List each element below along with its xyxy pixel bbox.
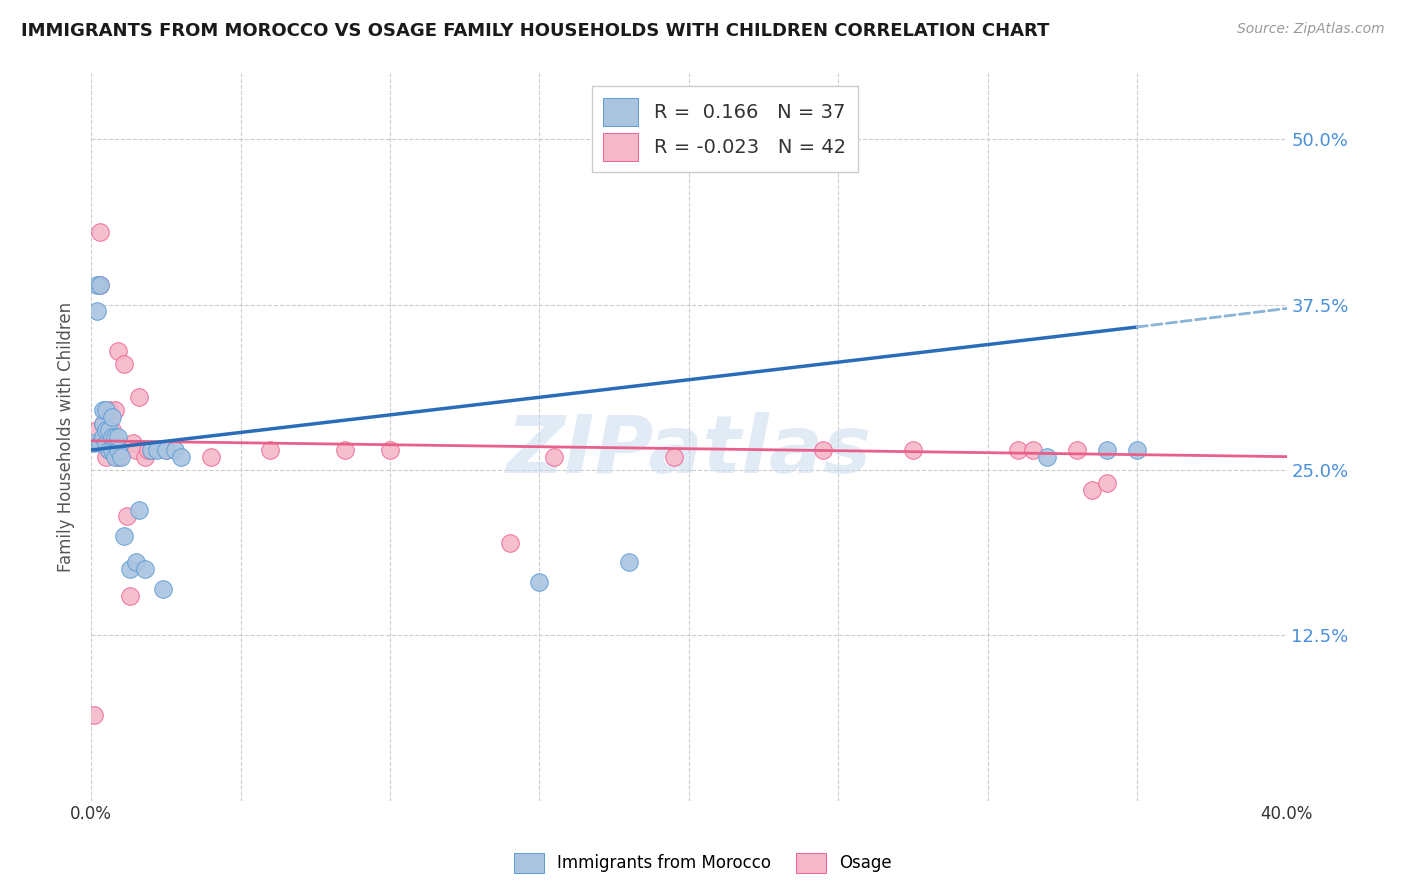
Point	[128, 502, 150, 516]
Point	[91, 403, 114, 417]
Text: Source: ZipAtlas.com: Source: ZipAtlas.com	[1237, 22, 1385, 37]
Point	[91, 436, 114, 450]
Legend: R =  0.166   N = 37, R = -0.023   N = 42: R = 0.166 N = 37, R = -0.023 N = 42	[592, 87, 858, 172]
Point	[134, 450, 156, 464]
Point	[200, 450, 222, 464]
Point	[155, 443, 177, 458]
Point	[112, 357, 135, 371]
Point	[498, 535, 520, 549]
Point	[118, 562, 141, 576]
Point	[128, 390, 150, 404]
Point	[91, 430, 114, 444]
Point	[170, 450, 193, 464]
Point	[83, 707, 105, 722]
Point	[104, 430, 127, 444]
Point	[1007, 443, 1029, 458]
Point	[98, 443, 121, 458]
Point	[813, 443, 835, 458]
Text: IMMIGRANTS FROM MOROCCO VS OSAGE FAMILY HOUSEHOLDS WITH CHILDREN CORRELATION CHA: IMMIGRANTS FROM MOROCCO VS OSAGE FAMILY …	[21, 22, 1049, 40]
Point	[529, 575, 551, 590]
Point	[98, 443, 121, 458]
Point	[1036, 450, 1059, 464]
Point	[1066, 443, 1088, 458]
Point	[662, 450, 685, 464]
Point	[89, 277, 111, 292]
Text: ZIPatlas: ZIPatlas	[506, 412, 872, 491]
Point	[94, 403, 117, 417]
Point	[125, 556, 148, 570]
Point	[101, 430, 124, 444]
Y-axis label: Family Households with Children: Family Households with Children	[58, 301, 75, 572]
Point	[94, 450, 117, 464]
Point	[86, 304, 108, 318]
Point	[118, 589, 141, 603]
Point	[259, 443, 281, 458]
Point	[98, 423, 121, 437]
Point	[101, 443, 124, 458]
Point	[94, 436, 117, 450]
Point	[112, 529, 135, 543]
Point	[91, 417, 114, 431]
Legend: Immigrants from Morocco, Osage: Immigrants from Morocco, Osage	[508, 847, 898, 880]
Point	[104, 436, 127, 450]
Point	[1097, 443, 1119, 458]
Point	[98, 423, 121, 437]
Point	[94, 423, 117, 437]
Point	[110, 443, 132, 458]
Point	[104, 403, 127, 417]
Point	[617, 556, 640, 570]
Point	[107, 343, 129, 358]
Point	[335, 443, 357, 458]
Point	[86, 423, 108, 437]
Point	[125, 443, 148, 458]
Point	[122, 436, 145, 450]
Point	[110, 450, 132, 464]
Point	[139, 443, 162, 458]
Point	[98, 403, 121, 417]
Point	[115, 509, 138, 524]
Point	[134, 562, 156, 576]
Point	[83, 436, 105, 450]
Point	[901, 443, 924, 458]
Point	[139, 443, 162, 458]
Point	[101, 409, 124, 424]
Point	[86, 277, 108, 292]
Point	[101, 423, 124, 437]
Point	[1021, 443, 1043, 458]
Point	[378, 443, 401, 458]
Point	[136, 443, 159, 458]
Point	[1126, 443, 1149, 458]
Point	[104, 450, 127, 464]
Point	[163, 443, 186, 458]
Point	[155, 443, 177, 458]
Point	[91, 417, 114, 431]
Point	[89, 277, 111, 292]
Point	[107, 450, 129, 464]
Point	[94, 436, 117, 450]
Point	[89, 436, 111, 450]
Point	[543, 450, 565, 464]
Point	[152, 582, 174, 596]
Point	[1081, 483, 1104, 497]
Point	[146, 443, 169, 458]
Point	[107, 443, 129, 458]
Point	[89, 225, 111, 239]
Point	[107, 430, 129, 444]
Point	[1097, 476, 1119, 491]
Point	[101, 443, 124, 458]
